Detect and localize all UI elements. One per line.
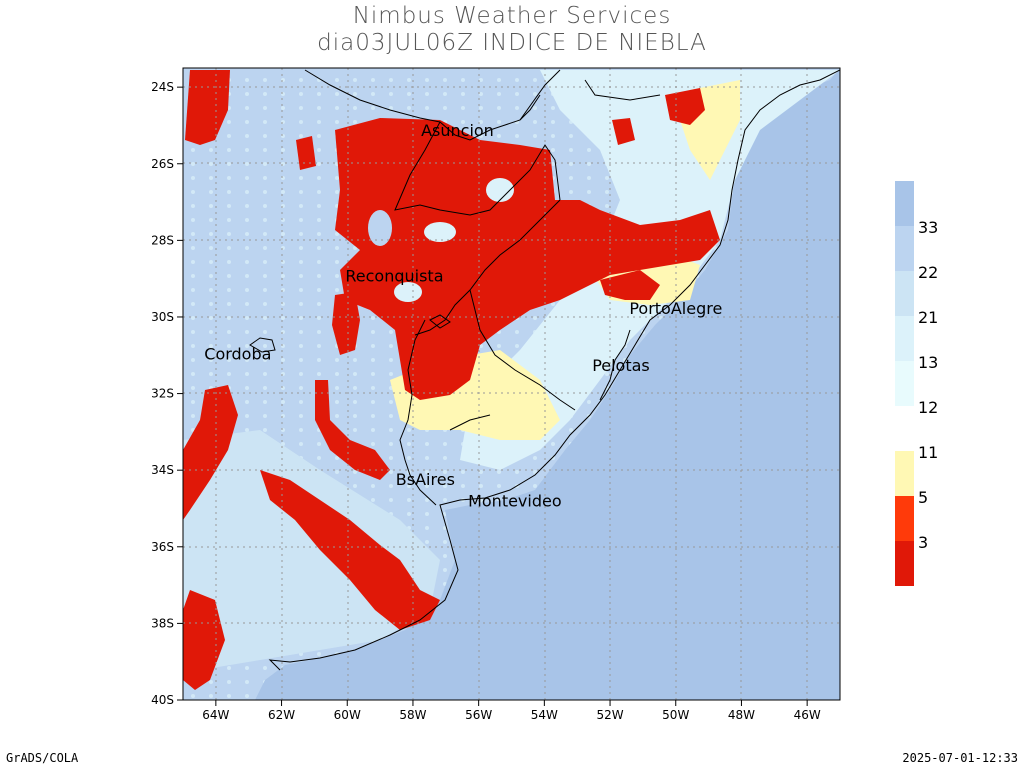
fog-area-nw bbox=[185, 70, 230, 145]
lat-tick-label: 30S bbox=[151, 310, 174, 324]
legend-swatch bbox=[895, 316, 914, 361]
fog-hole bbox=[368, 210, 392, 246]
color-legend: 33 22 21 13 12 11 5 3 bbox=[895, 181, 938, 586]
lon-tick-label: 60W bbox=[334, 708, 361, 722]
map-canvas bbox=[183, 68, 840, 700]
lon-tick-label: 58W bbox=[399, 708, 426, 722]
fog-area-sw bbox=[315, 380, 390, 480]
lat-tick-label: 38S bbox=[151, 616, 174, 630]
legend-label: 3 bbox=[918, 533, 928, 552]
fog-hole bbox=[424, 222, 456, 242]
fog-area-s2 bbox=[183, 590, 225, 690]
lat-tick-label: 24S bbox=[151, 80, 174, 94]
lat-tick-label: 34S bbox=[151, 463, 174, 477]
footer-credit: GrADS/COLA bbox=[6, 751, 79, 765]
lon-tick-label: 64W bbox=[202, 708, 229, 722]
city-label: PortoAlegre bbox=[629, 299, 722, 318]
coastline bbox=[249, 69, 840, 671]
legend-swatch bbox=[895, 541, 914, 586]
legend-swatch bbox=[895, 496, 914, 541]
legend-swatch bbox=[895, 226, 914, 271]
map-frame bbox=[182, 67, 841, 701]
city-label: Montevideo bbox=[468, 492, 562, 511]
lon-tick-label: 62W bbox=[268, 708, 295, 722]
fog-area-rs bbox=[600, 270, 660, 300]
fog-area-sc2 bbox=[612, 118, 635, 145]
legend-label: 12 bbox=[918, 398, 938, 417]
chart-title: Nimbus Weather Services bbox=[352, 3, 672, 29]
lat-tick-label: 28S bbox=[151, 233, 174, 247]
legend-label: 11 bbox=[918, 443, 938, 462]
chart-subtitle: dia03JUL06Z INDICE DE NIEBLA bbox=[317, 30, 707, 56]
legend-swatch bbox=[895, 271, 914, 316]
lon-tick-label: 50W bbox=[662, 708, 689, 722]
lon-axis: 64W 62W 60W 58W 56W 54W 52W 50W 48W 46W bbox=[202, 700, 821, 722]
footer-timestamp: 2025-07-01-12:33 bbox=[902, 751, 1018, 765]
fog-area-pat bbox=[332, 292, 360, 355]
lon-tick-label: 52W bbox=[596, 708, 623, 722]
legend-label: 21 bbox=[918, 308, 938, 327]
lat-tick-label: 32S bbox=[151, 387, 174, 401]
city-label: Pelotas bbox=[592, 356, 650, 375]
city-label: Asuncion bbox=[421, 121, 494, 140]
city-label: Cordoba bbox=[204, 345, 271, 364]
legend-swatch bbox=[895, 451, 914, 496]
legend-swatch bbox=[895, 361, 914, 406]
lon-tick-label: 48W bbox=[728, 708, 755, 722]
city-label: BsAires bbox=[396, 470, 455, 489]
city-label: Reconquista bbox=[345, 266, 443, 285]
fog-hole bbox=[486, 178, 514, 202]
grid-lines bbox=[183, 68, 840, 700]
legend-label: 22 bbox=[918, 263, 938, 282]
lon-tick-label: 56W bbox=[465, 708, 492, 722]
fog-area-sc bbox=[665, 88, 705, 125]
city-labels: Asuncion Reconquista PortoAlegre Cordoba Pel… bbox=[204, 121, 722, 511]
fog-area-w bbox=[183, 385, 238, 520]
lon-tick-label: 54W bbox=[531, 708, 558, 722]
fog-area-south bbox=[260, 470, 440, 630]
lat-tick-label: 40S bbox=[151, 693, 174, 707]
legend-label: 33 bbox=[918, 218, 938, 237]
lat-tick-label: 36S bbox=[151, 540, 174, 554]
lat-axis: 24S 26S 28S 30S 32S 34S 36S 38S 40S bbox=[151, 80, 183, 707]
fog-area-par bbox=[296, 136, 316, 170]
fog-hole bbox=[394, 282, 422, 302]
legend-swatch bbox=[895, 181, 914, 226]
lat-tick-label: 26S bbox=[151, 157, 174, 171]
legend-label: 13 bbox=[918, 353, 938, 372]
lon-tick-label: 46W bbox=[794, 708, 821, 722]
legend-label: 5 bbox=[918, 488, 928, 507]
